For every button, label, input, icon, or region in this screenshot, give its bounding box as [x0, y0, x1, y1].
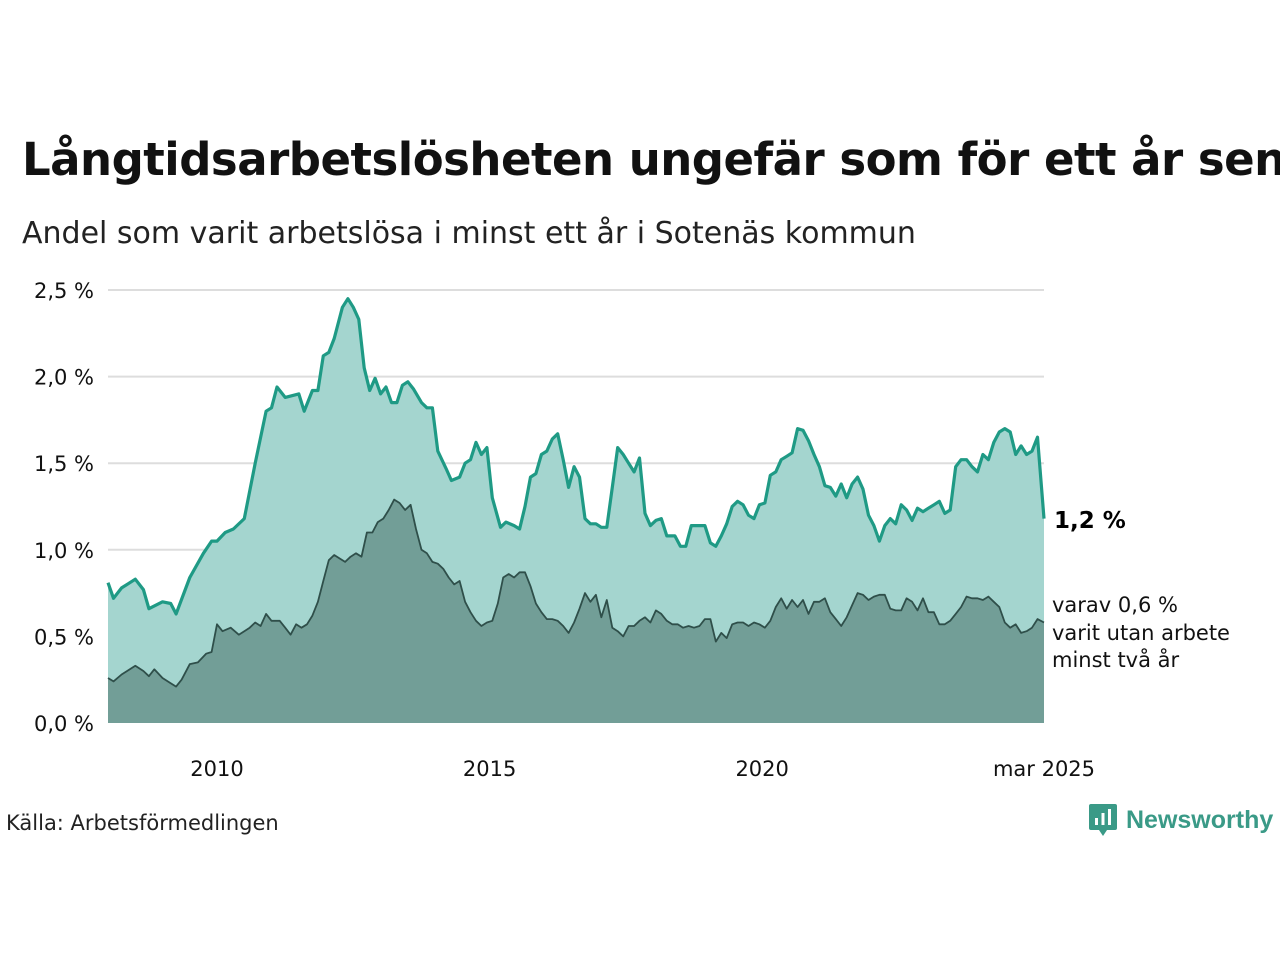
y-tick-label: 2,0 % [34, 366, 94, 390]
brand-name: Newsworthy [1126, 805, 1274, 834]
series-areas [106, 297, 1046, 723]
brand-logo: Newsworthy [1088, 802, 1273, 838]
x-tick-label: 2010 [190, 757, 243, 781]
x-tick-label: 2015 [463, 757, 516, 781]
y-tick-label: 2,5 % [34, 279, 94, 303]
y-tick-label: 0,5 % [34, 625, 94, 649]
area-chart: 0,0 %0,5 %1,0 %1,5 %2,0 %2,5 % 2010 2015 2… [34, 279, 1230, 781]
note-line-2: varit utan arbete [1052, 621, 1230, 645]
note-line-1: varav 0,6 % [1052, 593, 1178, 617]
newsworthy-icon [1089, 804, 1117, 836]
end-value-label: 1,2 % [1054, 508, 1126, 534]
chart-subtitle: Andel som varit arbetslösa i minst ett å… [22, 216, 916, 251]
series-1-line [106, 297, 1046, 616]
note-line-3: minst två år [1052, 647, 1180, 672]
x-tick-label: 2020 [735, 757, 788, 781]
x-axis-ticks: 2010 2015 2020 mar 2025 [190, 757, 1095, 781]
y-axis-ticks: 0,0 % 0,5 % 1,0 % 1,5 % 2,0 % 2,5 % [34, 279, 94, 736]
y-tick-label: 0,0 % [34, 712, 94, 736]
series-2-line [107, 498, 1045, 688]
y-tick-label: 1,0 % [34, 539, 94, 563]
x-tick-label: mar 2025 [993, 757, 1095, 781]
chart-title: Långtidsarbetslösheten ungefär som för e… [22, 133, 1280, 186]
source-note: Källa: Arbetsförmedlingen [6, 811, 279, 835]
y-tick-label: 1,5 % [34, 452, 94, 476]
series-2-area [108, 499, 1044, 723]
